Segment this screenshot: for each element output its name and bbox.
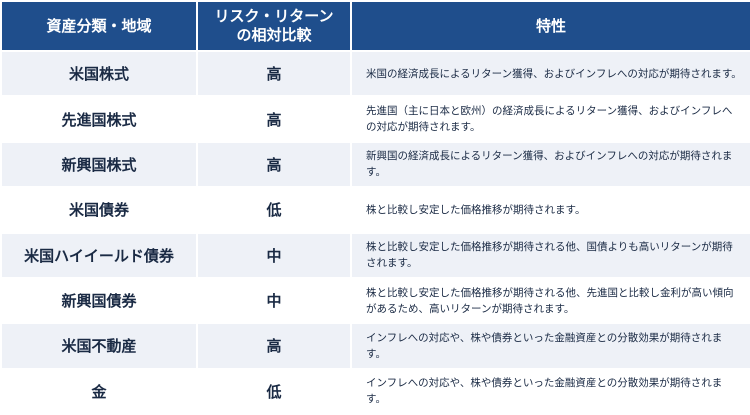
risk-return-level: 高 (198, 97, 350, 141)
asset-class-cell: 新興国債券 (2, 278, 196, 323)
characteristics-cell: 株と比較し安定した価格推移が期待される他、国債よりも高いリターンが期待されます。 (352, 233, 750, 277)
table-row: 米国株式 高 米国の経済成長によるリターン獲得、およびインフレへの対応が期待され… (2, 52, 750, 96)
header-risk-return: リスク・リターンの相対比較 (198, 2, 350, 50)
table-row: 新興国債券 中 株と比較し安定した価格推移が期待される他、先進国と比較し金利が高… (2, 278, 750, 323)
asset-class-cell: 先進国株式 (2, 97, 196, 141)
risk-return-level: 中 (198, 233, 350, 277)
characteristics-cell: 新興国の経済成長によるリターン獲得、およびインフレへの対応が期待されます。 (352, 142, 750, 187)
characteristics-cell: インフレへの対応や、株や債券といった金融資産との分散効果が期待されます。 (352, 369, 750, 413)
risk-return-level: 低 (198, 188, 350, 232)
asset-class-cell: 米国株式 (2, 52, 196, 96)
table-row: 金 低 インフレへの対応や、株や債券といった金融資産との分散効果が期待されます。 (2, 369, 750, 413)
characteristics-cell: 株と比較し安定した価格推移が期待される他、先進国と比較し金利が高い傾向があるため… (352, 278, 750, 323)
risk-return-level: 高 (198, 52, 350, 96)
risk-return-level: 低 (198, 369, 350, 413)
asset-class-cell: 米国不動産 (2, 324, 196, 368)
table-row: 米国ハイイールド債券 中 株と比較し安定した価格推移が期待される他、国債よりも高… (2, 233, 750, 277)
characteristics-cell: 先進国（主に日本と欧州）の経済成長によるリターン獲得、およびインフレへの対応が期… (352, 97, 750, 141)
asset-class-cell: 新興国株式 (2, 142, 196, 187)
table-row: 先進国株式 高 先進国（主に日本と欧州）の経済成長によるリターン獲得、およびイン… (2, 97, 750, 141)
characteristics-cell: 株と比較し安定した価格推移が期待されます。 (352, 188, 750, 232)
header-row: 資産分類・地域 リスク・リターンの相対比較 特性 (2, 2, 750, 50)
risk-return-level: 中 (198, 278, 350, 323)
characteristics-cell: インフレへの対応や、株や債券といった金融資産との分散効果が期待されます。 (352, 324, 750, 368)
table-row: 米国不動産 高 インフレへの対応や、株や債券といった金融資産との分散効果が期待さ… (2, 324, 750, 368)
asset-class-cell: 金 (2, 369, 196, 413)
table-row: 新興国株式 高 新興国の経済成長によるリターン獲得、およびインフレへの対応が期待… (2, 142, 750, 187)
header-characteristics: 特性 (352, 2, 750, 50)
risk-return-level: 高 (198, 324, 350, 368)
risk-return-level: 高 (198, 142, 350, 187)
header-asset-class: 資産分類・地域 (2, 2, 196, 50)
asset-class-cell: 米国債券 (2, 188, 196, 232)
header-risk-return-label: リスク・リターンの相対比較 (214, 7, 334, 44)
asset-class-cell: 米国ハイイールド債券 (2, 233, 196, 277)
characteristics-cell: 米国の経済成長によるリターン獲得、およびインフレへの対応が期待されます。 (352, 52, 750, 96)
table-row: 米国債券 低 株と比較し安定した価格推移が期待されます。 (2, 188, 750, 232)
